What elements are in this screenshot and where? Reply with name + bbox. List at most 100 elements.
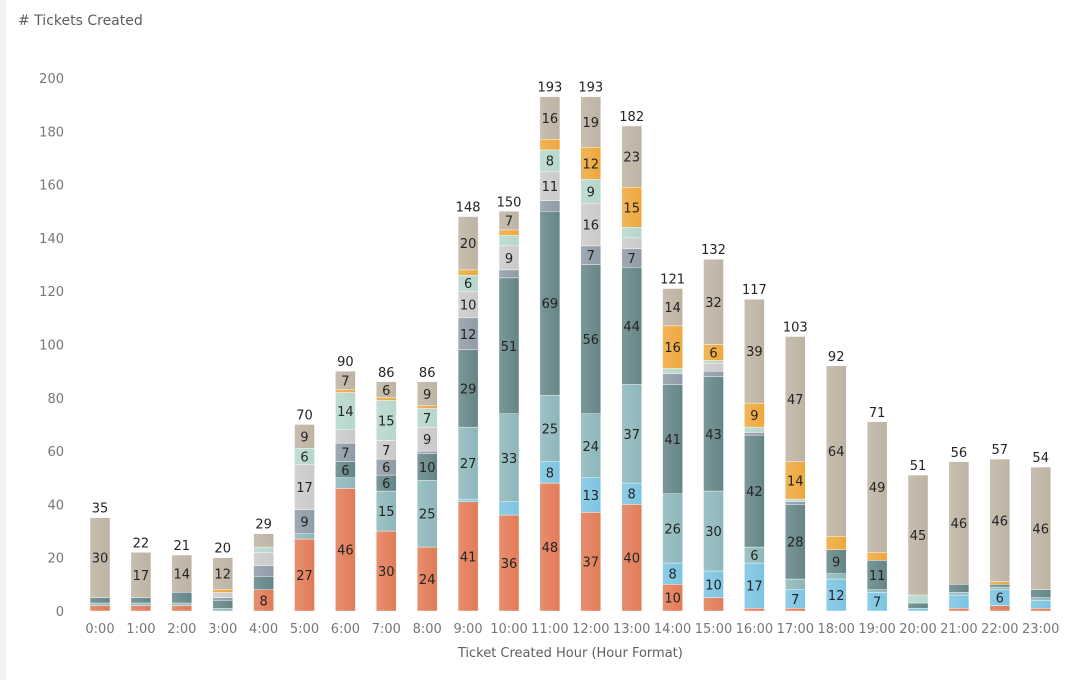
bar-segment[interactable] [89, 605, 111, 612]
bar-segment[interactable] [130, 597, 152, 604]
bar-segment[interactable] [1030, 466, 1051, 590]
bar-segment[interactable] [1030, 600, 1051, 609]
bar-segment[interactable] [171, 592, 193, 604]
bar-segment[interactable] [171, 605, 193, 612]
bar-segment[interactable] [703, 370, 724, 377]
bar-segment[interactable] [785, 501, 806, 505]
bar-segment[interactable] [335, 477, 356, 489]
bar-segment[interactable] [621, 125, 642, 188]
bar-segment[interactable] [866, 589, 888, 593]
bar-segment[interactable] [580, 96, 601, 148]
bar-segment[interactable] [703, 362, 724, 372]
bar-segment[interactable] [866, 552, 888, 561]
bar-segment[interactable] [130, 605, 152, 612]
bar-segment[interactable] [907, 474, 929, 596]
bar-segment[interactable] [989, 581, 1010, 585]
segment-value-label: 8 [546, 466, 554, 481]
segment-value-label: 9 [832, 556, 840, 571]
bar-total-label: 182 [619, 110, 644, 125]
bar-segment[interactable] [457, 498, 479, 502]
bar-segment[interactable] [662, 288, 683, 327]
bar-segment[interactable] [212, 608, 233, 612]
bar-segment[interactable] [212, 557, 233, 590]
bar-segment[interactable] [89, 517, 111, 598]
bar-segment[interactable] [866, 421, 888, 553]
bar-segment[interactable] [376, 381, 397, 398]
bar-segment[interactable] [948, 594, 970, 609]
bar-segment[interactable] [130, 552, 152, 598]
bar-segment[interactable] [212, 597, 233, 601]
bar-segment[interactable] [253, 576, 274, 590]
bar-segment[interactable] [907, 602, 929, 609]
bar-segment[interactable] [989, 586, 1010, 590]
bar-segment[interactable] [948, 461, 970, 585]
bar-segment[interactable] [744, 426, 765, 433]
bar-segment[interactable] [1030, 589, 1051, 598]
bar-stack: 30 35 [89, 502, 111, 612]
bar-segment[interactable] [621, 227, 642, 239]
bar-total-label: 90 [337, 355, 354, 370]
segment-value-label: 20 [460, 237, 477, 252]
bar-total-label: 193 [578, 81, 603, 96]
bar-segment[interactable] [785, 608, 806, 612]
bar-segment[interactable] [948, 608, 970, 612]
bar-segment[interactable] [785, 578, 806, 590]
bar-segment[interactable] [744, 608, 765, 612]
bar-segment[interactable] [498, 501, 520, 516]
bar-segment[interactable] [294, 533, 315, 540]
bar-segment[interactable] [253, 546, 274, 553]
bar-segment[interactable] [253, 552, 274, 566]
bar-segment[interactable] [826, 536, 847, 550]
bar-segment[interactable] [212, 600, 233, 609]
bar-segment[interactable] [907, 608, 929, 612]
bar-segment[interactable] [785, 336, 806, 462]
bar-segment[interactable] [539, 200, 561, 212]
bar-segment[interactable] [662, 373, 683, 385]
bar-segment[interactable] [498, 211, 520, 231]
bar-segment[interactable] [417, 405, 438, 409]
bar-segment[interactable] [498, 235, 520, 247]
bar-segment[interactable] [826, 365, 847, 537]
bar-segment[interactable] [212, 589, 233, 593]
y-tick-label: 60 [47, 445, 64, 460]
bar-segment[interactable] [539, 139, 561, 151]
bar-segment[interactable] [417, 450, 438, 454]
bar-segment[interactable] [744, 298, 765, 404]
bar-segment[interactable] [662, 368, 683, 375]
bar-segment[interactable] [89, 597, 111, 604]
bar-segment[interactable] [417, 381, 438, 406]
bar-segment[interactable] [253, 533, 274, 548]
bar-segment[interactable] [335, 389, 356, 393]
bar-segment[interactable] [989, 584, 1010, 588]
segment-value-label: 9 [587, 185, 595, 200]
bar-segment[interactable] [457, 216, 479, 271]
bar-segment[interactable] [826, 573, 847, 580]
bar-segment[interactable] [948, 584, 970, 593]
bar-segment[interactable] [989, 458, 1010, 582]
bar-segment[interactable] [89, 602, 111, 606]
bar-segment[interactable] [171, 602, 193, 606]
bar-segment[interactable] [130, 602, 152, 606]
bar-segment[interactable] [703, 597, 724, 612]
bar-segment[interactable] [253, 565, 274, 577]
bar-segment[interactable] [335, 429, 356, 444]
segment-value-label: 16 [542, 112, 559, 127]
bar-segment[interactable] [1030, 597, 1051, 601]
segment-value-label: 7 [873, 596, 881, 611]
bar-segment[interactable] [744, 432, 765, 436]
bar-segment[interactable] [621, 237, 642, 249]
bar-segment[interactable] [498, 229, 520, 236]
bar-segment[interactable] [907, 594, 929, 604]
bar-segment[interactable] [1030, 608, 1051, 612]
bar-segment[interactable] [785, 498, 806, 502]
bar-total-label: 86 [378, 366, 395, 381]
bar-segment[interactable] [294, 424, 315, 449]
bar-segment[interactable] [498, 269, 520, 279]
bar-segment[interactable] [703, 259, 724, 345]
bar-segment[interactable] [539, 96, 561, 140]
bar-segment[interactable] [212, 592, 233, 598]
bar-segment[interactable] [335, 370, 356, 391]
bar-segment[interactable] [457, 269, 479, 276]
bar-segment[interactable] [171, 554, 193, 593]
bar-segment[interactable] [948, 592, 970, 596]
